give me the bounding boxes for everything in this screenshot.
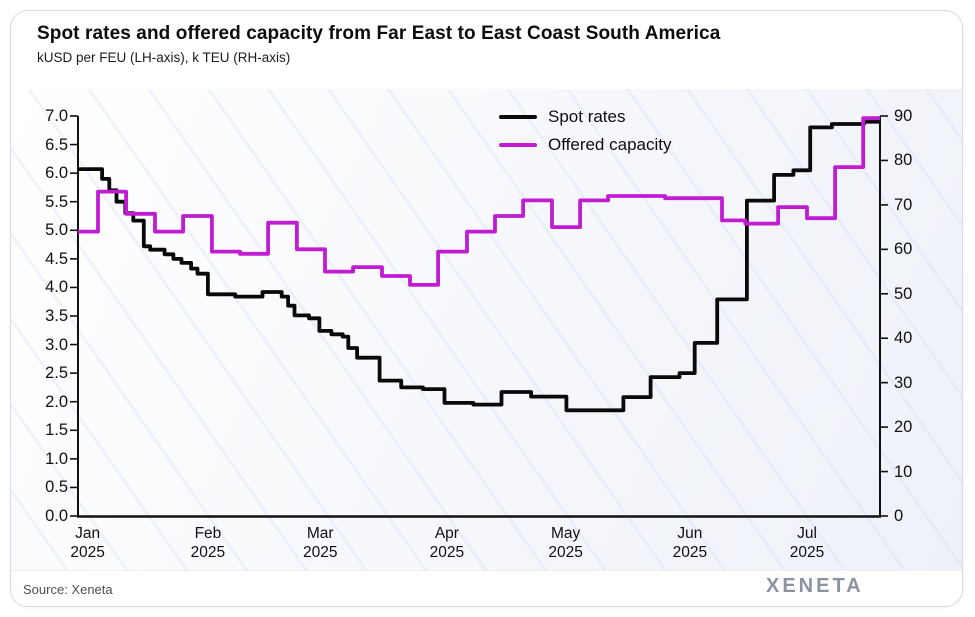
x-axis-tick-label: Jun 2025 — [645, 524, 735, 562]
left-axis-tick-label: 0.0 — [45, 507, 68, 525]
year-label: 2025 — [789, 544, 825, 561]
month-label: Jul — [797, 525, 817, 542]
spot-rates-line-swatch — [499, 115, 537, 119]
left-axis-tick-label: 7.0 — [45, 107, 68, 125]
spot-rates-line — [78, 119, 880, 413]
right-axis-tick-label: 40 — [894, 329, 913, 348]
month-label: Jan — [75, 525, 101, 542]
left-axis-tick-label: 2.0 — [45, 392, 68, 411]
left-axis-tick-label: 3.0 — [45, 335, 68, 354]
left-axis-tick-label: 6.5 — [45, 135, 68, 154]
left-axis-tick-label: 2.5 — [45, 364, 68, 383]
right-axis-tick-label: 60 — [894, 240, 913, 259]
right-axis-tick-label: 0 — [894, 507, 904, 525]
offered-capacity-line-swatch — [499, 143, 537, 147]
legend-item-spot-rates: Spot rates — [499, 103, 671, 131]
left-axis-tick-label: 1.5 — [45, 421, 68, 440]
year-label: 2025 — [190, 544, 226, 561]
left-axis-tick-label: 4.5 — [45, 249, 68, 268]
x-axis-tick-label: Apr 2025 — [402, 524, 492, 562]
x-axis-tick-label: Jan 2025 — [43, 524, 133, 562]
left-axis-tick-label: 6.0 — [45, 164, 68, 183]
year-label: 2025 — [672, 544, 708, 561]
year-label: 2025 — [548, 544, 583, 561]
x-axis-tick-label: Jul 2025 — [762, 524, 852, 562]
year-label: 2025 — [70, 544, 105, 561]
right-axis-tick-label: 80 — [894, 151, 913, 170]
x-axis-tick-label: May 2025 — [521, 524, 611, 562]
left-axis-tick-label: 5.5 — [45, 192, 68, 211]
month-label: Mar — [306, 525, 334, 542]
chart-title: Spot rates and offered capacity from Far… — [37, 23, 721, 44]
left-axis-tick-label: 3.5 — [45, 307, 68, 325]
month-label: May — [550, 525, 581, 542]
left-axis-tick-label: 4.0 — [45, 278, 68, 297]
right-axis-tick-label: 20 — [894, 418, 913, 437]
right-axis-tick-label: 70 — [894, 195, 913, 214]
right-axis-tick-label: 30 — [894, 373, 913, 392]
year-label: 2025 — [429, 544, 465, 561]
legend-label-spot-rates: Spot rates — [548, 107, 626, 126]
card-footer — [11, 570, 962, 606]
chart-legend: Spot rates Offered capacity — [499, 103, 671, 159]
month-label: Apr — [434, 525, 459, 542]
left-axis-tick-label: 1.0 — [45, 449, 68, 468]
x-axis-tick-label: Mar 2025 — [275, 524, 365, 562]
source-label: Source: Xeneta — [23, 582, 113, 597]
year-label: 2025 — [302, 544, 338, 561]
xeneta-logo: XENETA — [766, 575, 864, 597]
right-axis-tick-label: 90 — [894, 107, 913, 125]
left-axis-tick-label: 5.0 — [45, 221, 68, 240]
offered-capacity-line — [78, 116, 880, 287]
month-label: Jun — [677, 525, 703, 542]
month-label: Feb — [194, 525, 222, 542]
legend-label-offered-capacity: Offered capacity — [548, 135, 672, 154]
chart-subtitle: kUSD per FEU (LH-axis), k TEU (RH-axis) — [37, 50, 291, 65]
legend-item-offered-capacity: Offered capacity — [499, 131, 671, 159]
right-axis-tick-label: 10 — [894, 462, 913, 481]
left-axis-tick-label: 0.5 — [45, 478, 68, 497]
x-axis-tick-label: Feb 2025 — [163, 524, 253, 562]
right-axis-tick-label: 50 — [894, 284, 913, 303]
